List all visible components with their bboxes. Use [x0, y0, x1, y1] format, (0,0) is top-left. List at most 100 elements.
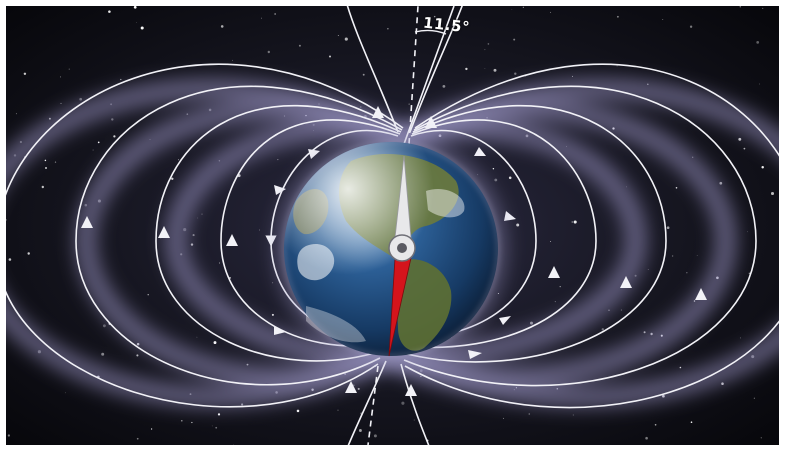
star: [696, 255, 698, 256]
star: [616, 15, 619, 18]
star: [190, 243, 194, 246]
star: [217, 413, 221, 416]
star: [487, 43, 490, 45]
star: [516, 223, 520, 227]
star: [620, 309, 622, 311]
star: [387, 28, 389, 30]
arrow-marker: [425, 116, 437, 128]
star: [259, 229, 260, 231]
star: [675, 187, 678, 189]
star: [513, 38, 516, 41]
star: [328, 55, 332, 58]
star: [65, 392, 67, 394]
star: [211, 425, 213, 427]
star: [23, 72, 27, 76]
star: [201, 213, 203, 215]
star: [502, 417, 504, 419]
star: [135, 21, 137, 23]
star: [277, 159, 279, 161]
star: [6, 219, 7, 221]
arrow-marker: [504, 211, 516, 221]
arrow-marker: [405, 384, 417, 396]
arrow-marker: [372, 106, 384, 118]
star: [362, 73, 365, 76]
star: [753, 397, 756, 399]
star: [60, 102, 62, 104]
star: [643, 331, 646, 334]
star: [219, 262, 221, 264]
star: [573, 220, 577, 224]
star: [484, 49, 486, 51]
arrow-marker: [468, 350, 482, 359]
field-line: [347, 360, 387, 445]
star: [616, 65, 618, 67]
star: [15, 113, 17, 115]
star: [344, 37, 348, 41]
star: [261, 17, 262, 19]
star: [689, 25, 693, 28]
star: [522, 6, 524, 8]
star: [433, 15, 436, 18]
star: [296, 409, 300, 413]
star: [120, 78, 122, 81]
axis-lines: [367, 6, 455, 445]
star: [748, 272, 751, 275]
needle-pivot-center: [397, 243, 407, 253]
arrow-marker: [695, 288, 707, 300]
star: [762, 7, 764, 9]
star: [758, 83, 760, 85]
star: [171, 177, 174, 180]
arrow-marker: [620, 276, 632, 288]
star: [373, 434, 377, 438]
arrow-marker: [81, 216, 93, 228]
star: [68, 68, 70, 70]
star: [756, 41, 760, 44]
arrow-marker: [226, 234, 238, 246]
star: [770, 191, 775, 196]
field-line: [220, 119, 401, 347]
star: [739, 6, 742, 8]
star: [508, 176, 512, 180]
star: [177, 159, 180, 161]
field-direction-arrows: [81, 106, 707, 396]
star: [494, 178, 498, 182]
star: [357, 387, 360, 390]
star: [97, 141, 100, 144]
illustration-canvas: [6, 6, 779, 445]
star: [679, 366, 682, 369]
star: [761, 165, 764, 169]
star: [408, 103, 410, 105]
star: [647, 269, 649, 271]
star: [197, 217, 199, 219]
star: [337, 35, 339, 36]
star: [719, 181, 723, 185]
star: [181, 420, 183, 422]
star: [44, 159, 47, 162]
geographic-axis-line: [408, 6, 419, 145]
star: [108, 10, 111, 13]
star: [337, 409, 339, 411]
star: [511, 9, 513, 10]
star: [559, 285, 561, 288]
star: [274, 13, 276, 15]
star: [484, 68, 486, 69]
star: [101, 352, 105, 356]
star: [493, 68, 497, 72]
star: [465, 67, 468, 71]
star: [192, 234, 195, 237]
star: [572, 414, 574, 416]
star: [514, 72, 517, 75]
star: [601, 328, 604, 331]
field-line: [404, 63, 779, 409]
star: [27, 252, 30, 255]
star: [215, 426, 218, 429]
star: [113, 135, 116, 138]
star: [298, 44, 301, 47]
star: [147, 294, 149, 296]
star: [150, 428, 153, 430]
star: [133, 6, 137, 9]
star: [140, 26, 144, 30]
magnetic-field-illustration: 11.5°: [6, 6, 779, 445]
star: [191, 421, 193, 424]
arrow-marker: [158, 226, 170, 238]
